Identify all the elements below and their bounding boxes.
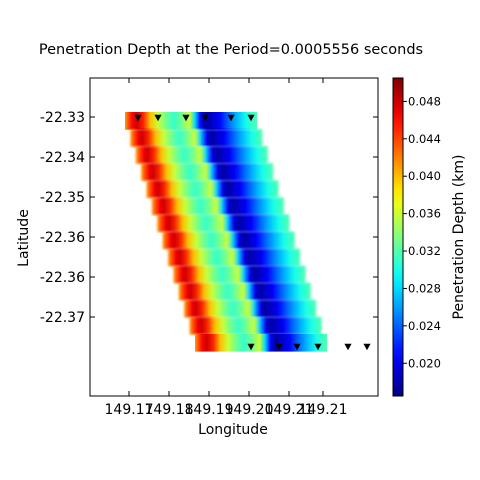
field-strip <box>162 231 295 250</box>
x-tick-label: 149.21 <box>265 402 314 418</box>
y-tick-label: -22.36 <box>40 230 85 246</box>
colorbar-tick-label: 0.048 <box>408 94 441 108</box>
field-strip <box>184 299 317 318</box>
field-strip <box>178 282 311 301</box>
x-tick-label: 149.21 <box>299 402 348 418</box>
x-tick-label: 149.19 <box>185 402 234 418</box>
colorbar-tick-label: 0.032 <box>408 244 441 258</box>
station-marker <box>275 343 283 351</box>
field-strip <box>146 180 279 198</box>
station-marker <box>314 343 322 351</box>
colorbar-tick-label: 0.020 <box>408 356 441 370</box>
field-strip <box>173 265 306 284</box>
station-marker <box>363 343 371 351</box>
station-marker <box>247 114 255 122</box>
station-marker <box>134 114 142 122</box>
station-marker <box>293 343 301 351</box>
x-tick-label: 149.18 <box>145 402 194 418</box>
colorbar-tick-label: 0.024 <box>408 319 441 333</box>
field-strip <box>195 333 327 352</box>
y-axis-label: Latitude <box>16 209 32 267</box>
field-strip <box>135 146 268 164</box>
field-strip <box>168 248 301 267</box>
colorbar-tick-label: 0.036 <box>408 207 441 221</box>
chart-title: Penetration Depth at the Period=0.000555… <box>39 42 423 58</box>
station-marker <box>154 114 162 122</box>
station-marker <box>344 343 352 351</box>
station-marker <box>247 343 255 351</box>
field-strip <box>189 316 322 335</box>
station-marker <box>227 114 235 122</box>
colorbar-ticks: 0.020 0.024 0.028 0.032 0.036 0.040 0.044 0.048 <box>403 94 441 370</box>
field-strip <box>157 214 290 233</box>
y-tick-label: -22.36 <box>40 270 85 286</box>
field-strip <box>141 163 274 181</box>
colorbar-fill <box>393 78 403 396</box>
colorbar-frame <box>392 77 404 397</box>
field-strip <box>130 129 263 147</box>
field-strip <box>125 112 257 130</box>
colorbar-label: Penetration Depth (km) <box>451 155 467 320</box>
colorbar: 0.020 0.024 0.028 0.032 0.036 0.040 0.044 0.048… <box>392 77 467 397</box>
field-strip <box>151 197 284 216</box>
colorbar-tick-label: 0.028 <box>408 281 441 295</box>
y-tick-label: -22.37 <box>40 310 85 326</box>
heatmap-field <box>125 112 327 352</box>
x-tick-label: 149.20 <box>225 402 274 418</box>
y-tick-label: -22.34 <box>40 150 85 166</box>
x-axis-label: Longitude <box>198 422 268 438</box>
colorbar-tick-label: 0.044 <box>408 132 441 146</box>
x-tick-label: 149.17 <box>105 402 154 418</box>
station-marker <box>201 114 209 122</box>
station-markers <box>134 114 371 351</box>
station-marker <box>182 114 190 122</box>
colorbar-tick-label: 0.040 <box>408 169 441 183</box>
y-tick-label: -22.35 <box>40 190 85 206</box>
y-tick-label: -22.33 <box>40 110 85 126</box>
y-axis-ticks: -22.33 -22.34 -22.35 -22.36 -22.36 -22.37 <box>40 110 378 326</box>
